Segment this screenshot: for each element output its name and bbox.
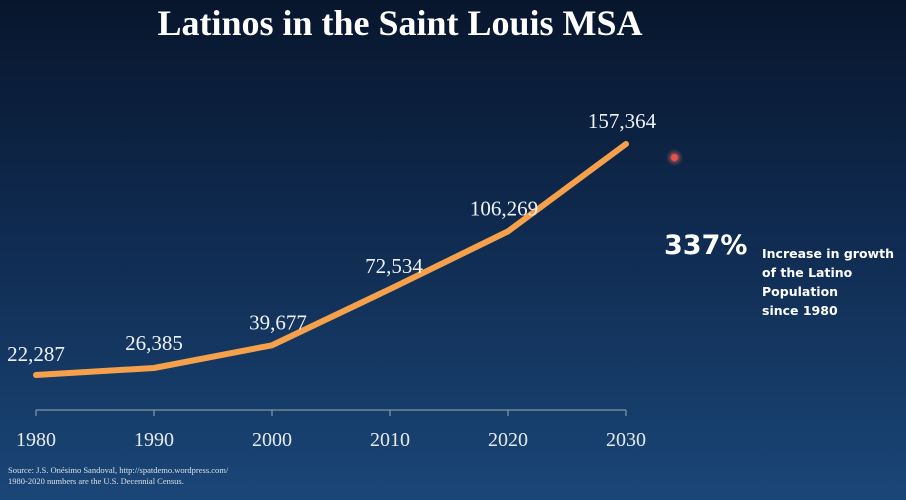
growth-description-line: of the Latino bbox=[762, 265, 853, 280]
data-label: 72,534 bbox=[365, 254, 423, 278]
x-tick-label: 2030 bbox=[606, 429, 646, 451]
x-tick-label: 1980 bbox=[16, 429, 56, 451]
x-tick-label: 1990 bbox=[134, 429, 174, 451]
series-line bbox=[33, 141, 629, 378]
data-label: 157,364 bbox=[588, 109, 657, 133]
laser-pointer-dot bbox=[671, 154, 678, 161]
data-label: 106,269 bbox=[470, 196, 538, 220]
growth-description-line: Population bbox=[762, 284, 839, 299]
growth-description: Increase in growth of the Latino Populat… bbox=[762, 244, 894, 320]
x-tick-label: 2010 bbox=[370, 429, 410, 451]
growth-percentage: 337% bbox=[664, 230, 748, 261]
source-line: Source: J.S. Onésimo Sandoval, http://sp… bbox=[8, 465, 229, 475]
chart-title: Latinos in the Saint Louis MSA bbox=[157, 3, 643, 43]
x-tick-label: 2020 bbox=[488, 429, 528, 451]
data-label: 26,385 bbox=[125, 331, 183, 355]
growth-description-line: since 1980 bbox=[762, 303, 838, 318]
source-note: Source: J.S. Onésimo Sandoval, http://sp… bbox=[8, 465, 228, 487]
growth-description-line: Increase in growth bbox=[762, 246, 894, 261]
data-label: 22,287 bbox=[7, 342, 65, 366]
data-label: 39,677 bbox=[249, 310, 307, 334]
x-tick-label: 2000 bbox=[252, 429, 292, 451]
source-line: 1980-2020 numbers are the U.S. Decennial… bbox=[8, 476, 184, 486]
